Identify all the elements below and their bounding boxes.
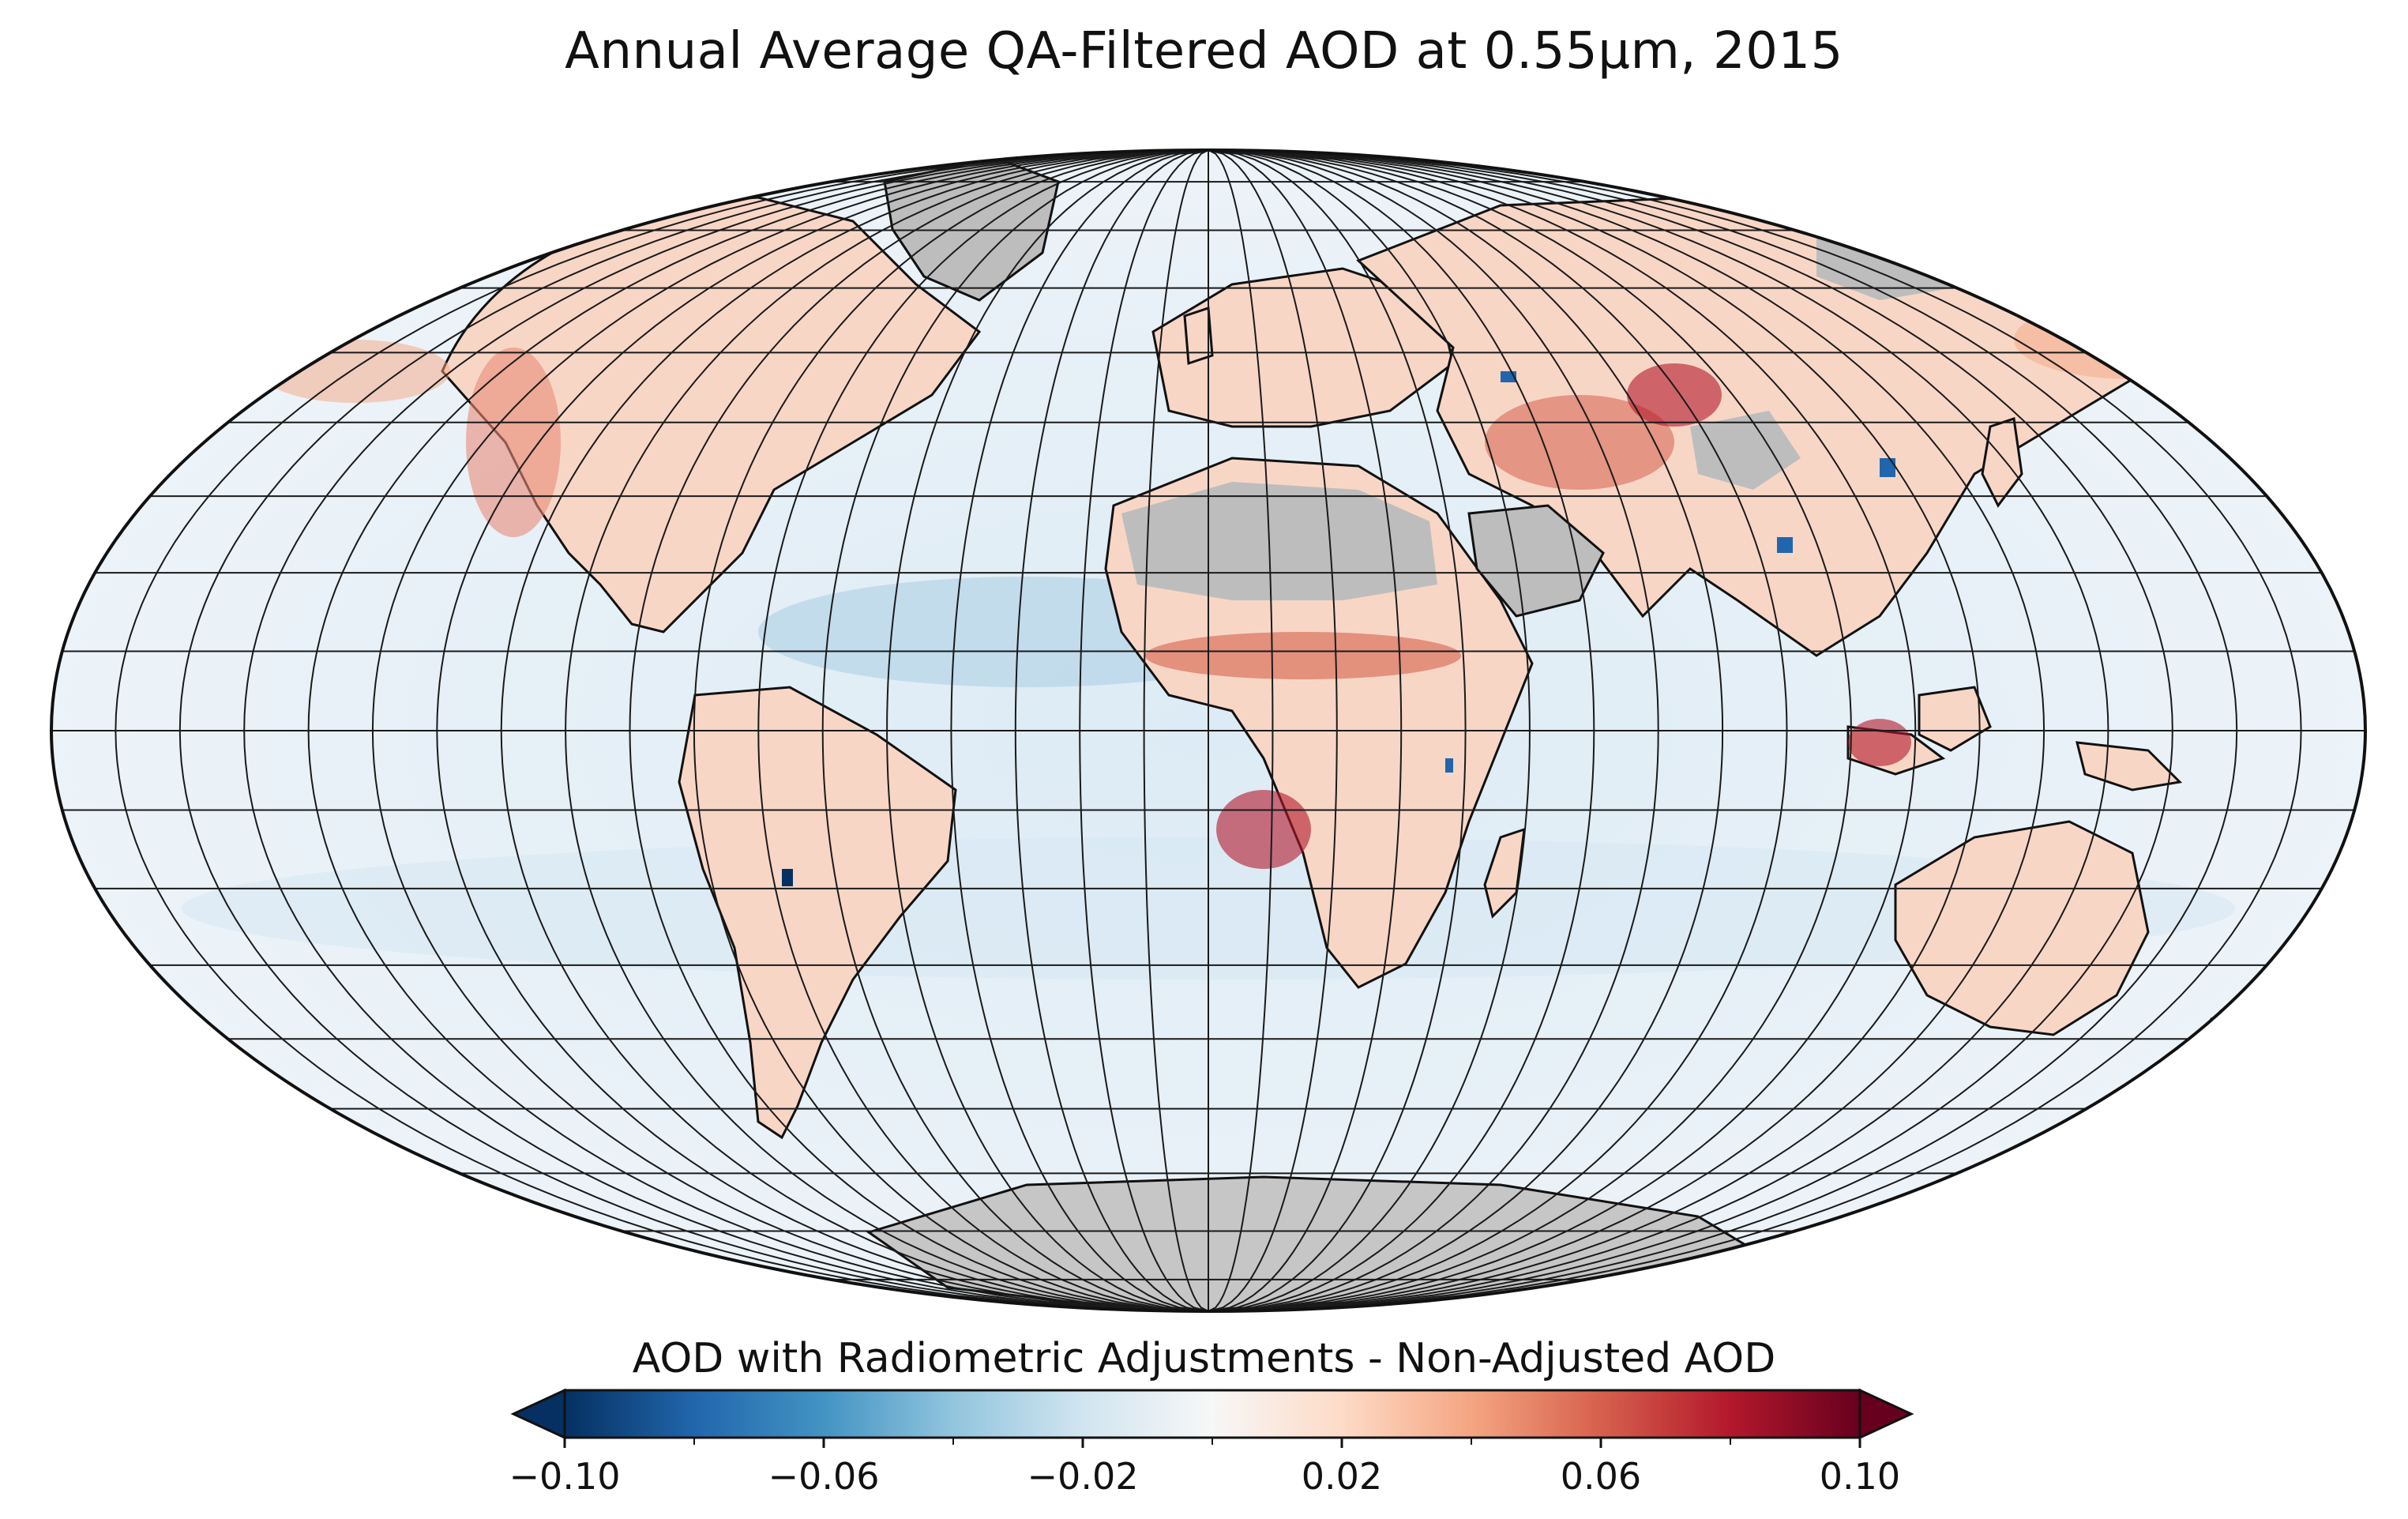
colorbar-tick-label: −0.06 [768,1455,880,1498]
europe [1151,267,1455,428]
borneo [1918,686,1992,752]
sahara-nodata [1121,482,1437,600]
arabia-nodata [1467,504,1605,618]
map-boundary [50,149,2367,1313]
world-map [50,149,2367,1313]
colorbar: −0.10 −0.06 −0.02 0.02 0.06 0.10 [509,1388,1914,1498]
madagascar [1483,827,1526,919]
graticule [51,150,2365,1311]
colorbar-tick-label: −0.02 [1027,1455,1139,1498]
colorbar-extend-min [510,1388,566,1440]
colorbar-title: AOD with Radiometric Adjustments - Non-A… [632,1335,1776,1382]
negative-hotspots [782,371,1895,886]
asia-nodata-east [1690,411,1801,490]
british-isles [1183,306,1214,366]
colorbar-tick-label: 0.10 [1820,1455,1900,1498]
australia [1894,820,2150,1036]
colorbar-tick-label: 0.02 [1302,1455,1382,1498]
new-guinea [2076,741,2183,791]
colorbar-tick-label: −0.10 [509,1455,621,1498]
map-title: Annual Average QA-Filtered AOD at 0.55μm… [565,22,1843,81]
colorbar-body [563,1389,1861,1439]
colorbar-extend-max [1858,1388,1914,1440]
japan [1981,417,2023,508]
colorbar-ticks: −0.10 −0.06 −0.02 0.02 0.06 0.10 [509,1438,1900,1498]
colorbar-tick-label: 0.06 [1561,1455,1641,1498]
